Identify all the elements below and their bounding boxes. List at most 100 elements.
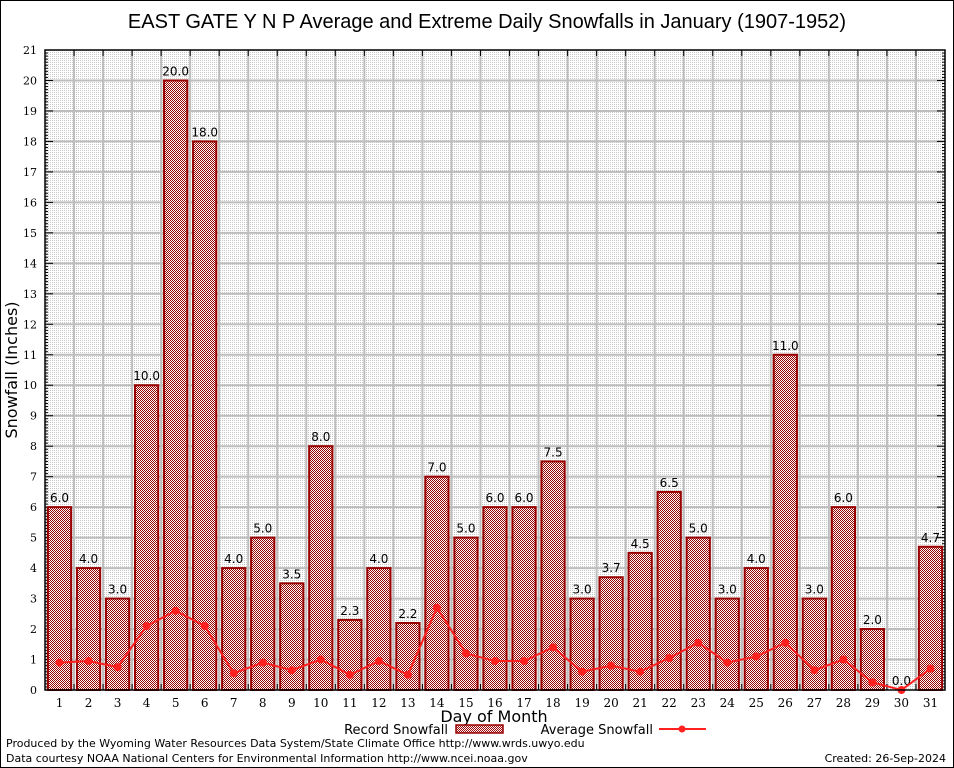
record-bar-label: 2.2 <box>398 607 417 621</box>
x-tick-label: 27 <box>807 696 822 710</box>
average-line <box>55 603 935 694</box>
x-tick-label: 19 <box>574 696 589 710</box>
x-axis-label: Day of Month <box>440 707 547 726</box>
x-tick-label: 20 <box>603 696 618 710</box>
average-point <box>374 657 383 666</box>
average-point <box>549 643 558 652</box>
x-tick-label: 22 <box>662 696 677 710</box>
y-tick-label: 13 <box>23 288 37 301</box>
x-tick-label: 7 <box>230 696 238 710</box>
average-point <box>113 663 122 672</box>
record-bar-label: 6.0 <box>834 491 853 505</box>
average-point <box>403 670 412 679</box>
record-bar <box>163 79 189 691</box>
y-tick-label: 9 <box>30 410 37 423</box>
record-bar-label: 6.0 <box>485 491 504 505</box>
y-tick-label: 11 <box>23 349 37 362</box>
x-tick-label: 16 <box>487 696 502 710</box>
record-bar-label: 3.0 <box>573 583 592 597</box>
average-point <box>636 667 645 676</box>
x-axis-ticks: 1 2 3 4 5 6 7 8 9 10 11 12 13 14 15 16 17 18 19 20 21 22 23 24 2… <box>56 696 938 710</box>
record-bar <box>540 460 566 691</box>
plot-border <box>44 49 946 691</box>
y-tick-label: 6 <box>30 501 37 514</box>
y-tick-label: 16 <box>23 196 37 209</box>
record-bar <box>801 597 827 691</box>
footer-created-date: Created: 26-Sep-2024 <box>825 752 946 765</box>
y-tick-label: 0 <box>30 684 37 697</box>
average-point <box>607 661 616 670</box>
x-tick-label: 29 <box>865 696 880 710</box>
y-tick-label: 5 <box>30 532 37 545</box>
y-tick-label: 18 <box>23 135 37 148</box>
record-bar-label: 10.0 <box>133 369 160 383</box>
x-tick-label: 9 <box>288 696 296 710</box>
record-bar-label: 8.0 <box>311 430 330 444</box>
record-bar-label: 20.0 <box>162 64 189 78</box>
average-point <box>171 606 180 615</box>
x-tick-label: 5 <box>172 696 180 710</box>
x-tick-label: 11 <box>342 696 357 710</box>
average-point <box>723 658 732 667</box>
x-tick-label: 18 <box>545 696 560 710</box>
record-bar-label: 5.0 <box>253 522 272 536</box>
y-tick-label: 3 <box>30 593 37 606</box>
record-bar-label: 2.0 <box>863 613 882 627</box>
record-bar-label: 5.0 <box>456 522 475 536</box>
record-bar <box>337 618 363 692</box>
record-bar <box>104 597 131 691</box>
record-bar <box>714 597 740 691</box>
average-point <box>578 667 587 676</box>
average-point <box>839 655 848 664</box>
y-axis-label: Snowfall (Inches) <box>2 301 21 438</box>
x-tick-label: 8 <box>259 696 267 710</box>
record-bar-label: 5.0 <box>689 522 708 536</box>
record-bar <box>598 576 624 691</box>
x-tick-label: 30 <box>894 696 909 710</box>
average-point <box>200 622 209 630</box>
x-tick-label: 10 <box>313 696 328 710</box>
x-tick-label: 3 <box>114 696 122 710</box>
record-bar <box>453 536 479 691</box>
average-point <box>287 666 296 675</box>
y-tick-label: 4 <box>30 562 37 575</box>
record-bar-label: 18.0 <box>191 125 218 139</box>
average-point <box>752 652 761 661</box>
footer-data-courtesy: Data courtesy NOAA National Centers for … <box>6 752 528 765</box>
x-tick-label: 15 <box>458 696 473 710</box>
footer-produced-by: Produced by the Wyoming Water Resources … <box>6 737 585 750</box>
record-bar-label: 4.0 <box>369 552 388 566</box>
record-bar-label: 2.3 <box>340 604 359 618</box>
x-tick-label: 25 <box>749 696 764 710</box>
record-bar-label: 4.7 <box>921 531 940 545</box>
record-bar-label: 4.0 <box>224 552 243 566</box>
y-tick-label: 15 <box>23 227 37 240</box>
record-bar <box>134 384 160 691</box>
average-point <box>84 657 93 666</box>
record-bar-label: 7.0 <box>427 461 446 475</box>
x-tick-label: 4 <box>143 696 151 710</box>
x-tick-label: 24 <box>720 696 736 710</box>
record-bar <box>685 536 711 691</box>
x-tick-label: 26 <box>778 696 793 710</box>
x-tick-label: 23 <box>691 696 706 710</box>
average-point <box>665 654 674 662</box>
record-bar-label: 3.0 <box>805 583 824 597</box>
average-point <box>694 638 703 647</box>
record-bar <box>308 445 334 692</box>
x-tick-label: 12 <box>371 696 386 710</box>
record-bar <box>743 567 769 691</box>
record-bar-label: 7.5 <box>544 445 563 459</box>
record-bar <box>192 140 218 691</box>
y-tick-label: 8 <box>30 440 37 453</box>
average-point <box>781 638 790 647</box>
average-point <box>810 666 819 675</box>
record-bar <box>366 567 392 691</box>
y-tick-label: 10 <box>23 379 37 392</box>
x-tick-label: 21 <box>633 696 648 710</box>
record-bar-label: 4.5 <box>631 537 650 551</box>
legend-record-swatch <box>455 724 504 734</box>
average-point <box>868 678 877 687</box>
